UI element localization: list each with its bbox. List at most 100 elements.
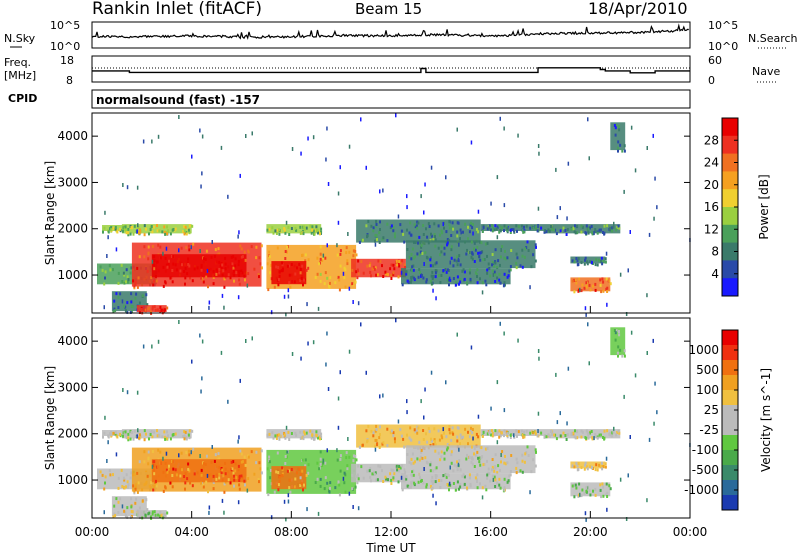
data-cell (123, 478, 126, 482)
data-cell (458, 242, 460, 247)
data-cell (301, 264, 304, 268)
data-cell (288, 233, 291, 236)
data-cell (448, 488, 450, 492)
data-cell (188, 429, 191, 433)
data-cell (108, 469, 111, 473)
data-cell (488, 224, 491, 228)
data-cell (174, 263, 177, 267)
data-cell (316, 461, 319, 465)
data-cell (537, 411, 540, 416)
data-cell (530, 265, 533, 269)
data-cell (401, 283, 404, 287)
data-cell (346, 464, 349, 468)
data-cell (592, 489, 594, 493)
data-cell (397, 275, 400, 279)
data-cell (503, 461, 506, 465)
data-cell (521, 228, 524, 232)
data-cell (412, 461, 415, 465)
data-cell (606, 495, 609, 498)
data-cell (520, 429, 523, 433)
data-cell (259, 467, 262, 471)
data-cell (302, 232, 305, 236)
data-cell (426, 256, 429, 260)
data-cell (191, 279, 194, 283)
data-cell (573, 483, 576, 487)
data-cell (614, 126, 617, 130)
data-cell (432, 264, 435, 268)
data-cell (167, 229, 169, 233)
data-cell (221, 273, 224, 277)
data-cell (450, 256, 453, 260)
data-cell (457, 221, 460, 225)
data-cell (430, 165, 433, 170)
data-cell (611, 431, 613, 435)
data-cell (138, 228, 141, 232)
data-cell (339, 469, 342, 473)
data-cell (587, 117, 589, 122)
data-cell (172, 460, 175, 464)
data-cell (466, 453, 468, 457)
data-cell (412, 469, 415, 473)
data-cell (137, 276, 140, 280)
data-cell (137, 431, 140, 434)
data-region-12 (405, 445, 536, 474)
data-cell (286, 264, 289, 268)
data-cell (126, 185, 129, 190)
data-cell (163, 225, 166, 229)
data-cell (575, 281, 578, 285)
data-cell (200, 470, 203, 474)
data-cell (437, 224, 440, 228)
colorbar-swatch (722, 495, 738, 511)
data-cell (288, 264, 291, 268)
data-cell (166, 470, 169, 474)
data-cell (410, 462, 413, 466)
data-cell (623, 149, 626, 153)
data-cell (320, 230, 323, 234)
data-cell (581, 488, 584, 492)
data-cell (459, 485, 462, 489)
data-cell (204, 462, 207, 466)
data-cell (305, 431, 308, 435)
data-cell (434, 238, 437, 242)
data-cell (386, 427, 389, 431)
data-cell (365, 224, 368, 228)
data-cell (345, 451, 348, 455)
data-cell (609, 282, 612, 286)
data-cell (532, 431, 535, 435)
data-cell (615, 433, 618, 437)
data-cell (605, 277, 608, 281)
data-cell (615, 124, 618, 128)
data-cell (585, 489, 588, 493)
data-cell (520, 224, 523, 228)
colorbar-swatch (722, 465, 738, 481)
data-cell (246, 283, 249, 288)
data-cell (369, 270, 372, 274)
data-cell (378, 446, 381, 449)
data-cell (456, 460, 458, 464)
data-cell (154, 308, 157, 312)
data-cell (431, 281, 434, 285)
data-cell (493, 433, 496, 437)
data-cell (427, 222, 430, 226)
data-cell (164, 232, 167, 236)
data-cell (456, 234, 459, 238)
data-cell (375, 223, 378, 226)
data-cell (653, 216, 655, 221)
data-cell (382, 236, 385, 240)
data-cell (486, 476, 489, 480)
data-cell (482, 463, 485, 467)
data-cell (422, 429, 425, 432)
data-cell (171, 485, 174, 489)
data-cell (467, 237, 469, 241)
data-cell (588, 283, 591, 287)
data-cell (151, 245, 154, 248)
data-cell (315, 229, 318, 233)
data-cell (149, 310, 152, 314)
data-cell (352, 454, 355, 458)
data-cell (490, 406, 492, 411)
data-cell (345, 251, 348, 255)
data-cell (450, 453, 453, 457)
data-cell (448, 220, 451, 223)
data-cell (393, 267, 396, 271)
data-cell (573, 465, 576, 469)
